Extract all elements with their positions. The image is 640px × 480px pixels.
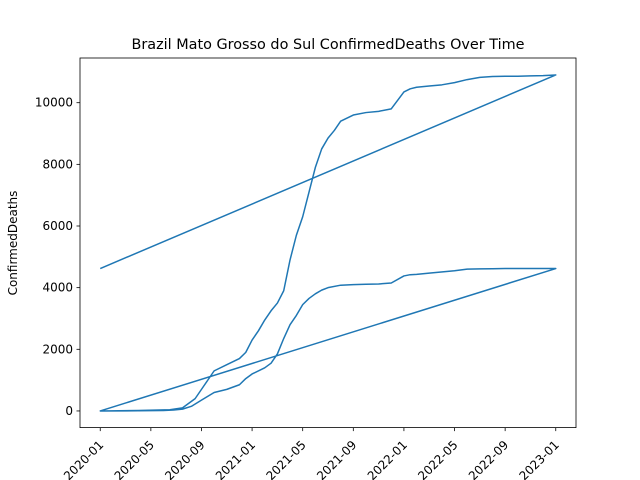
plot-area (80, 58, 576, 428)
y-tick-label: 10000 (35, 96, 73, 110)
data-point (302, 304, 303, 305)
data-point (251, 339, 252, 340)
data-point (327, 287, 328, 288)
data-point (270, 363, 271, 364)
data-point (334, 130, 335, 131)
data-point (226, 389, 227, 390)
data-point (479, 268, 480, 269)
data-point (454, 270, 455, 271)
data-point (214, 370, 215, 371)
data-point (173, 409, 174, 410)
data-point (239, 384, 240, 385)
data-point (391, 108, 392, 109)
data-point (315, 293, 316, 294)
data-point (543, 75, 544, 76)
data-point (289, 259, 290, 260)
data-point (277, 353, 278, 354)
data-point (403, 275, 404, 276)
data-point (555, 74, 556, 75)
data-point (410, 88, 411, 89)
data-point (245, 378, 246, 379)
chart-title: Brazil Mato Grosso do Sul ConfirmedDeath… (132, 37, 525, 53)
data-point (410, 274, 411, 275)
y-tick-label: 8000 (42, 157, 73, 171)
data-point (353, 114, 354, 115)
data-point (315, 167, 316, 168)
series-line-confirmed-deaths (99, 74, 557, 412)
data-point (195, 398, 196, 399)
data-point (226, 364, 227, 365)
data-point (182, 409, 183, 410)
data-point (308, 298, 309, 299)
data-point (479, 77, 480, 78)
data-point (191, 406, 192, 407)
data-point (100, 268, 101, 269)
data-point (505, 76, 506, 77)
data-point (283, 290, 284, 291)
data-point (138, 410, 139, 411)
y-tick-label: 4000 (42, 281, 73, 295)
data-point (321, 290, 322, 291)
data-point (340, 285, 341, 286)
data-point (391, 282, 392, 283)
data-point (467, 79, 468, 80)
data-point (270, 310, 271, 311)
data-point (163, 410, 164, 411)
data-point (239, 358, 240, 359)
data-point (277, 302, 278, 303)
data-point (365, 284, 366, 285)
data-point (416, 274, 417, 275)
data-point (429, 273, 430, 274)
data-point (258, 330, 259, 331)
data-point (207, 380, 208, 381)
y-axis-label: ConfirmedDeaths (6, 191, 20, 296)
data-point (182, 407, 183, 408)
data-point (505, 268, 506, 269)
data-point (378, 111, 379, 112)
data-point (340, 121, 341, 122)
data-point (327, 138, 328, 139)
plot-frame (79, 57, 577, 429)
data-point (289, 324, 290, 325)
data-point (169, 409, 170, 410)
data-point (517, 76, 518, 77)
data-point (264, 319, 265, 320)
data-point (201, 400, 202, 401)
data-point (467, 269, 468, 270)
data-point (296, 235, 297, 236)
data-point (308, 191, 309, 192)
y-tick-label: 0 (65, 404, 73, 418)
data-point (403, 91, 404, 92)
data-point (214, 392, 215, 393)
data-point (429, 85, 430, 86)
y-tick-label: 2000 (42, 342, 73, 356)
data-point (492, 268, 493, 269)
data-point (100, 410, 101, 411)
data-point (416, 87, 417, 88)
data-point (201, 389, 202, 390)
data-point (251, 373, 252, 374)
data-point (517, 268, 518, 269)
data-point (264, 367, 265, 368)
data-point (441, 84, 442, 85)
data-point (283, 338, 284, 339)
data-point (454, 82, 455, 83)
data-point (492, 76, 493, 77)
data-point (353, 284, 354, 285)
data-point (302, 216, 303, 217)
y-tick-label: 6000 (42, 219, 73, 233)
data-point (365, 112, 366, 113)
data-point (321, 148, 322, 149)
data-point (296, 315, 297, 316)
data-point (530, 75, 531, 76)
data-point (555, 268, 556, 269)
data-point (245, 352, 246, 353)
data-point (378, 283, 379, 284)
